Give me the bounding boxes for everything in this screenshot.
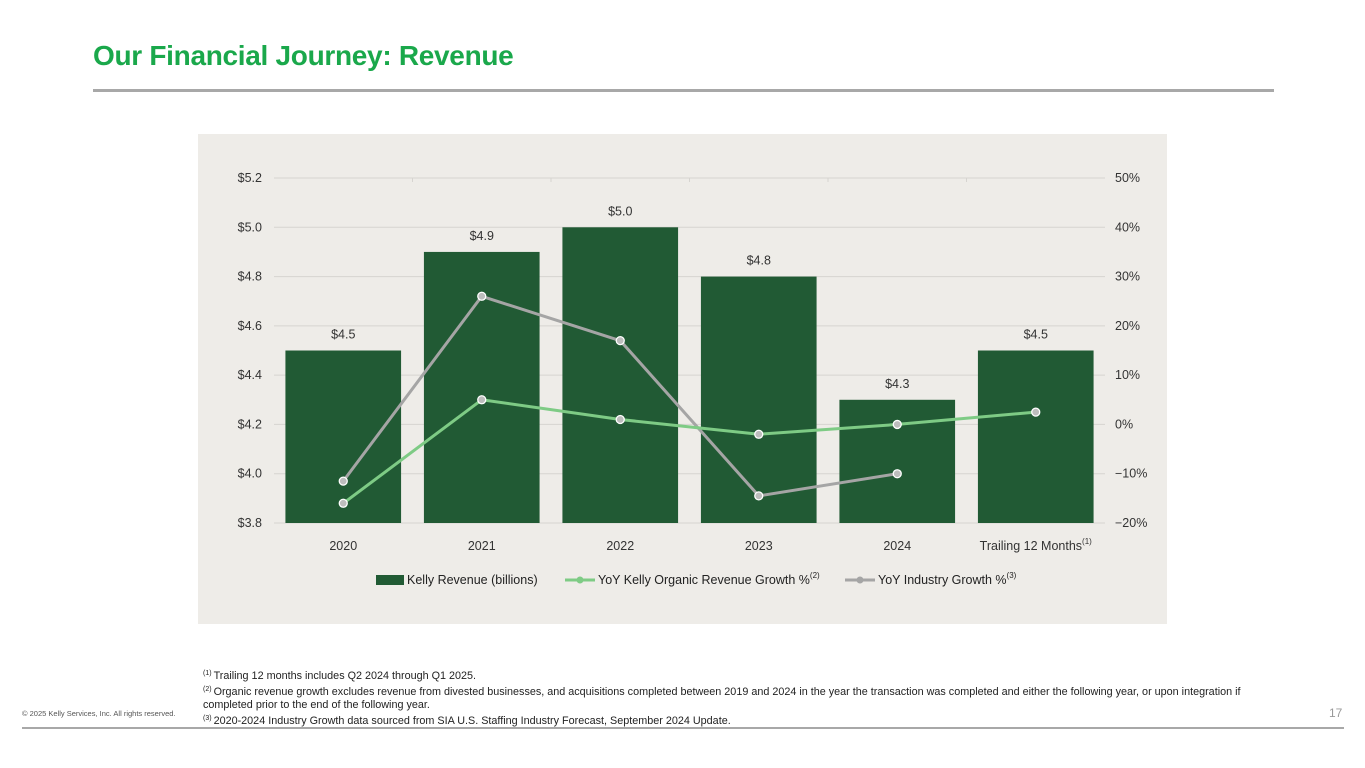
chart-panel: $4.5 $4.9 $5.0 $4.8 $4.3 $4.5 $3.8 $4.0 $4.2 $4.… <box>198 134 1167 624</box>
bar-value-label: $4.3 <box>885 377 909 391</box>
left-axis-tick-label: $4.6 <box>238 319 262 333</box>
page-title: Our Financial Journey: Revenue <box>93 40 514 71</box>
x-axis-tick-label: 2022 <box>606 539 634 553</box>
footnote-marker: (2) <box>203 686 212 693</box>
copyright-notice: © 2025 Kelly Services, Inc. All rights r… <box>22 709 176 718</box>
right-axis-tick-label: 0% <box>1115 417 1133 431</box>
x-axis-tick-label: 2023 <box>745 539 773 553</box>
legend-label-revenue: Kelly Revenue (billions) <box>407 573 538 587</box>
legend-label-industry: YoY Industry Growth %(3) <box>878 571 1017 587</box>
bar-value-label: $4.8 <box>747 254 771 268</box>
organic-growth-point <box>754 429 764 439</box>
bar-value-label: $4.9 <box>470 229 494 243</box>
x-axis-tick-label: 2024 <box>883 539 911 553</box>
organic-growth-point <box>338 498 348 508</box>
page-number: 17 <box>1329 706 1343 720</box>
axes: $3.8 $4.0 $4.2 $4.4 $4.6 $4.8 $5.0 $5.2 −20% −10%… <box>238 171 1148 553</box>
organic-growth-point <box>892 419 902 430</box>
left-axis-tick-label: $5.2 <box>238 171 262 185</box>
bar-value-label: $4.5 <box>1024 328 1048 342</box>
x-axis-tick-label: 2021 <box>468 539 496 553</box>
footnote-marker: (1) <box>203 670 212 677</box>
legend-marker-industry <box>856 576 864 584</box>
organic-growth-point <box>477 395 487 405</box>
left-axis-tick-label: $4.4 <box>238 368 262 382</box>
footnote-text: Trailing 12 months includes Q2 2024 thro… <box>213 670 477 682</box>
right-axis-tick-label: 50% <box>1115 171 1140 185</box>
legend-swatch-revenue <box>376 575 404 585</box>
footnote-3: (3) 2020-2024 Industry Growth data source… <box>203 712 1283 728</box>
right-axis-tick-label: 40% <box>1115 220 1140 234</box>
title-divider <box>93 89 1274 92</box>
left-axis-tick-label: $5.0 <box>238 220 262 234</box>
bar-value-label: $5.0 <box>608 204 632 218</box>
footnote-text: Organic revenue growth excludes revenue … <box>203 686 1241 711</box>
bar-2020 <box>285 350 402 523</box>
organic-growth-line <box>342 398 1036 505</box>
footnote-1: (1) Trailing 12 months includes Q2 2024 t… <box>203 667 1283 683</box>
industry-growth-point <box>615 335 625 346</box>
footnote-text: 2020-2024 Industry Growth data sourced f… <box>213 715 731 727</box>
industry-growth-point <box>754 491 764 501</box>
footnote-2: (2) Organic revenue growth excludes reven… <box>203 683 1283 712</box>
right-axis-tick-label: 10% <box>1115 368 1140 382</box>
left-axis-tick-label: $4.2 <box>238 417 262 431</box>
industry-growth-point <box>477 291 487 301</box>
organic-growth-point <box>1031 407 1041 417</box>
chart-legend: Kelly Revenue (billions) YoY Kelly Organi… <box>376 571 1017 587</box>
organic-growth-point <box>615 414 625 425</box>
revenue-chart: $4.5 $4.9 $5.0 $4.8 $4.3 $4.5 $3.8 $4.0 $4.2 $4.… <box>238 171 1148 587</box>
bar-trailing-12-months <box>977 350 1094 523</box>
bar-2022 <box>562 227 679 523</box>
right-axis-tick-label: −20% <box>1115 516 1147 530</box>
footer-divider <box>22 727 1344 729</box>
bar-2023 <box>700 276 817 523</box>
right-axis-tick-label: 30% <box>1115 270 1140 284</box>
footnote-marker: (3) <box>203 715 212 722</box>
line-series <box>338 291 1041 508</box>
footnotes: (1) Trailing 12 months includes Q2 2024 t… <box>203 667 1283 728</box>
right-axis-tick-label: 20% <box>1115 319 1140 333</box>
industry-growth-point <box>892 469 902 479</box>
legend-marker-organic <box>576 576 584 584</box>
left-axis-tick-label: $4.8 <box>238 270 262 284</box>
right-axis-tick-label: −10% <box>1115 467 1147 481</box>
legend-label-organic: YoY Kelly Organic Revenue Growth %(2) <box>598 571 820 587</box>
bar-series <box>285 227 1094 523</box>
data-labels: $4.5 $4.9 $5.0 $4.8 $4.3 $4.5 <box>331 204 1048 391</box>
bar-2024 <box>839 399 956 523</box>
left-axis-tick-label: $4.0 <box>238 467 262 481</box>
x-axis-tick-label: 2020 <box>329 539 357 553</box>
bar-value-label: $4.5 <box>331 328 355 342</box>
x-axis-tick-label: Trailing 12 Months(1) <box>980 537 1092 553</box>
gridlines <box>274 177 1105 524</box>
left-axis-tick-label: $3.8 <box>238 516 262 530</box>
industry-growth-point <box>338 476 348 486</box>
